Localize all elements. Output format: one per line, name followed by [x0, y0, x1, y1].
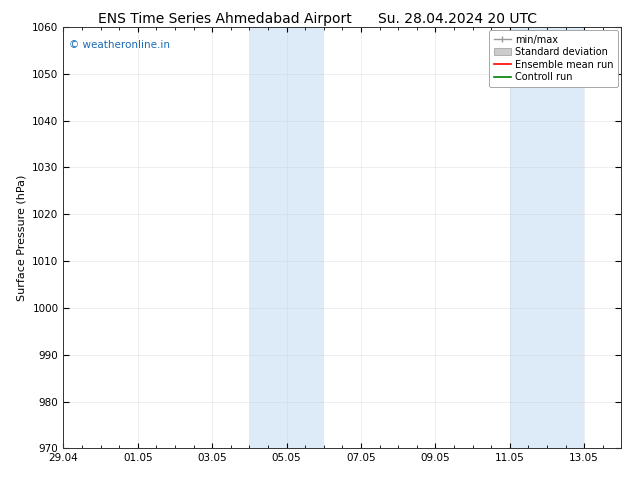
Bar: [547, 27, 584, 448]
Legend: min/max, Standard deviation, Ensemble mean run, Controll run: min/max, Standard deviation, Ensemble me…: [489, 30, 618, 87]
Bar: [287, 27, 324, 448]
Y-axis label: Surface Pressure (hPa): Surface Pressure (hPa): [16, 174, 27, 301]
Bar: [249, 27, 287, 448]
Text: ENS Time Series Ahmedabad Airport      Su. 28.04.2024 20 UTC: ENS Time Series Ahmedabad Airport Su. 28…: [98, 12, 536, 26]
Bar: [510, 27, 547, 448]
Text: © weatheronline.in: © weatheronline.in: [69, 40, 170, 49]
